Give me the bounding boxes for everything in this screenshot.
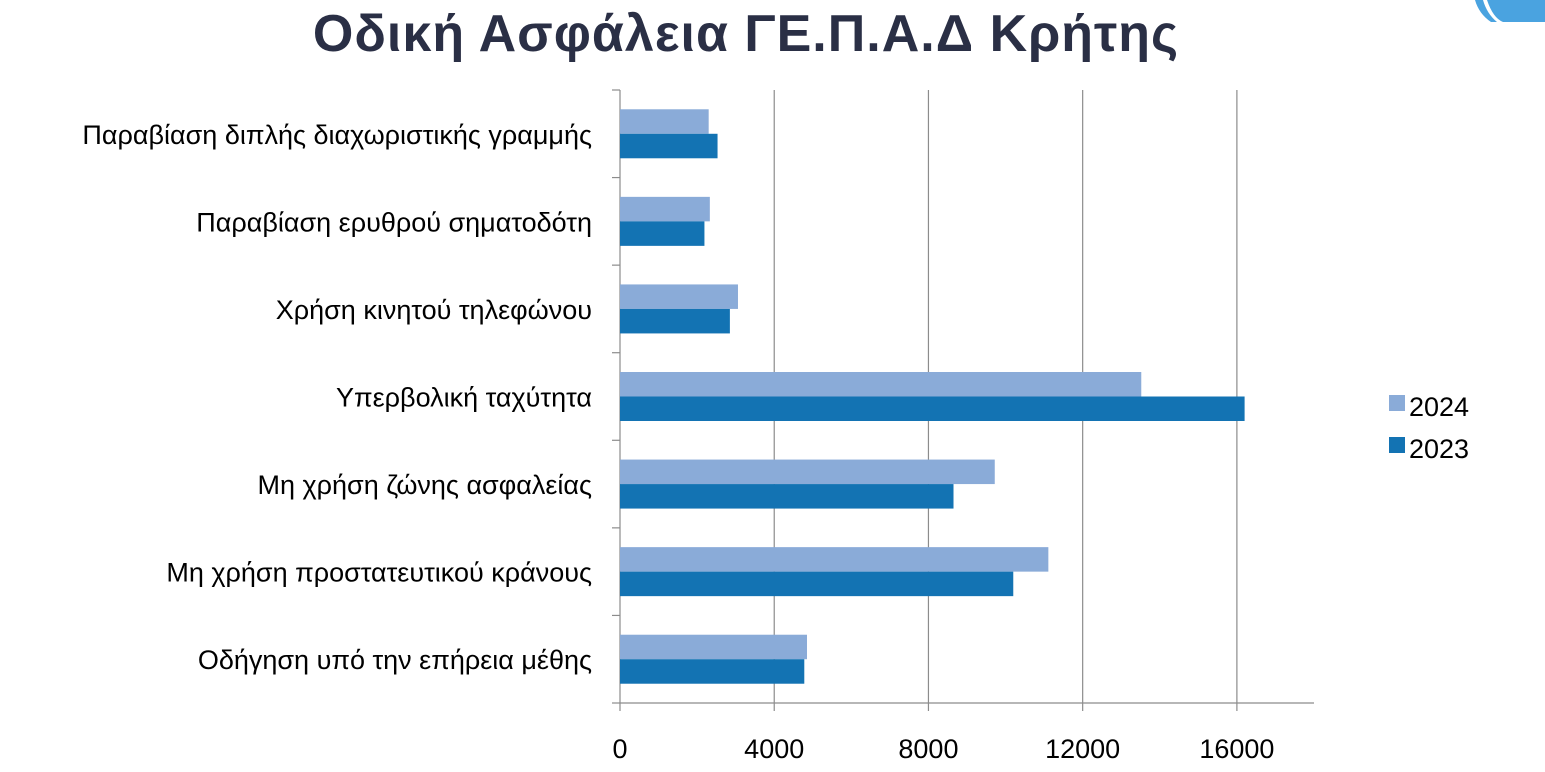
x-tick-label: 12000: [1045, 734, 1120, 764]
category-label: Υπερβολική ταχύτητα: [336, 383, 592, 413]
bar-2023-2: [620, 308, 730, 334]
legend: 2024 2023: [1389, 392, 1469, 464]
x-tick-label: 4000: [744, 734, 804, 764]
legend-label-2023: 2023: [1409, 434, 1469, 464]
bar-2024-5: [620, 547, 1049, 572]
x-tick-label: 16000: [1199, 734, 1274, 764]
bars: [620, 109, 1245, 684]
bar-2023-6: [620, 659, 805, 684]
bar-2024-2: [620, 284, 738, 309]
corner-accent-shape: [1475, 0, 1545, 22]
bar-2024-6: [620, 634, 807, 660]
x-tick-labels: 0 4000 8000 12000 16000: [612, 734, 1274, 764]
bar-2024-3: [620, 372, 1142, 397]
category-label: Παραβίαση διπλής διαχωριστικής γραμμής: [82, 120, 592, 150]
category-label: Μη χρήση προστατευτικού κράνους: [166, 558, 592, 588]
bar-2023-5: [620, 571, 1014, 597]
bar-2024-1: [620, 196, 710, 222]
x-tick-label: 8000: [898, 734, 958, 764]
legend-label-2024: 2024: [1409, 392, 1469, 422]
category-label: Μη χρήση ζώνης ασφαλείας: [258, 470, 593, 500]
bar-2023-4: [620, 484, 954, 509]
bar-2023-1: [620, 221, 705, 246]
category-label: Χρήση κινητού τηλεφώνου: [276, 295, 592, 325]
chart-title: Οδική Ασφάλεια ΓΕ.Π.Α.Δ Κρήτης: [312, 5, 1180, 63]
x-tick-label: 0: [612, 734, 627, 764]
bar-2023-0: [620, 133, 718, 159]
legend-swatch-2024: [1389, 395, 1405, 411]
bar-2023-3: [620, 396, 1245, 421]
bar-2024-4: [620, 459, 995, 485]
category-label: Παραβίαση ερυθρού σηματοδότη: [196, 207, 592, 237]
category-labels: Παραβίαση διπλής διαχωριστικής γραμμής Πα…: [82, 120, 592, 675]
category-label: Οδήγηση υπό την επήρεια μέθης: [198, 645, 592, 675]
bar-2024-0: [620, 109, 709, 134]
legend-swatch-2023: [1389, 437, 1405, 453]
